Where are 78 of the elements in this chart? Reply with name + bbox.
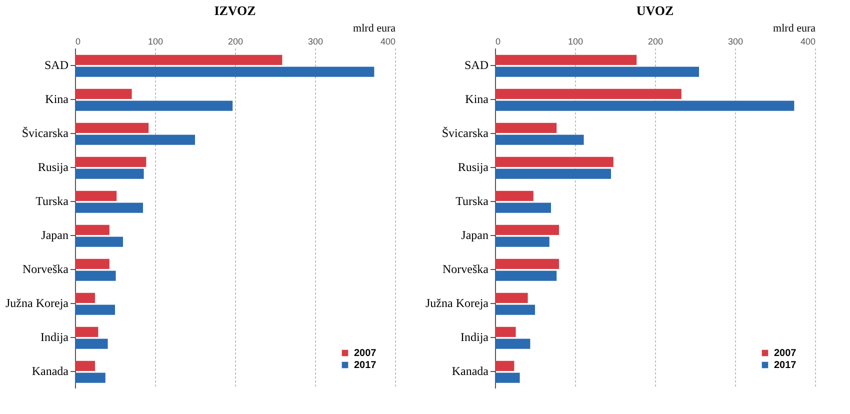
y-tick-label: Švicarska (22, 126, 70, 140)
legend-label: 2007 (354, 348, 377, 359)
y-tick-label: Turska (456, 194, 490, 208)
y-tick-label: Rusija (458, 160, 490, 174)
y-tick-label: Japan (461, 228, 488, 242)
bar (75, 360, 95, 371)
bar (495, 156, 614, 167)
bar (495, 168, 611, 179)
y-tick-label: Kanada (32, 364, 70, 378)
bar (75, 134, 195, 145)
chart-title: IZVOZ (214, 3, 256, 18)
bar (495, 224, 559, 235)
x-tick-label: 200 (228, 36, 244, 46)
bar (495, 372, 520, 383)
y-tick-label: Južna Koreja (426, 296, 490, 310)
y-tick-label: Norveška (22, 262, 70, 276)
bar (495, 270, 557, 281)
x-tick-label: 300 (728, 36, 744, 46)
y-tick-label: Indija (40, 330, 70, 344)
y-tick-label: Indija (460, 330, 490, 344)
bar (75, 66, 374, 77)
y-tick-label: Norveška (442, 262, 490, 276)
x-tick-label: 400 (380, 36, 396, 46)
bar (75, 88, 132, 99)
y-tick-label: Japan (41, 228, 68, 242)
x-tick-label: 300 (308, 36, 324, 46)
bar (75, 292, 95, 303)
x-axis-title: mlrd eura (353, 22, 396, 34)
y-tick-label: Švicarska (442, 126, 490, 140)
bar (75, 372, 106, 383)
bar (495, 360, 514, 371)
bar (495, 134, 584, 145)
bar (75, 202, 143, 213)
bar (75, 270, 116, 281)
bar (75, 338, 108, 349)
bar (75, 326, 98, 337)
chart-title: UVOZ (636, 3, 674, 18)
y-tick-label: Južna Koreja (6, 296, 70, 310)
legend-label: 2017 (774, 360, 797, 371)
bar (495, 202, 551, 213)
bar (75, 168, 144, 179)
bar (495, 292, 528, 303)
bar (495, 338, 530, 349)
x-tick-label: 400 (800, 36, 816, 46)
bar (495, 54, 637, 65)
legend-label: 2017 (354, 360, 377, 371)
bar (75, 54, 282, 65)
y-tick-label: Rusija (38, 160, 70, 174)
bar (495, 66, 699, 77)
bar (495, 122, 557, 133)
bar (75, 236, 123, 247)
bar (495, 88, 682, 99)
bar (495, 258, 559, 269)
x-tick-label: 0 (76, 36, 81, 46)
bar (75, 224, 110, 235)
x-tick-label: 200 (648, 36, 664, 46)
x-tick-label: 100 (568, 36, 584, 46)
bar (75, 156, 146, 167)
y-tick-label: Turska (36, 194, 70, 208)
y-tick-label: SAD (44, 58, 69, 72)
bar (495, 326, 516, 337)
x-tick-label: 0 (496, 36, 501, 46)
y-tick-label: Kina (465, 92, 490, 106)
bar (75, 258, 110, 269)
bar (495, 190, 534, 201)
y-tick-label: Kina (45, 92, 70, 106)
bar (75, 100, 233, 111)
bar (75, 122, 149, 133)
bar (75, 190, 117, 201)
bar (495, 304, 535, 315)
bar (495, 236, 550, 247)
bar (495, 100, 794, 111)
x-axis-title: mlrd eura (773, 22, 816, 34)
legend-label: 2007 (774, 348, 797, 359)
x-tick-label: 100 (148, 36, 164, 46)
y-tick-label: SAD (464, 58, 489, 72)
bar (75, 304, 115, 315)
y-tick-label: Kanada (452, 364, 490, 378)
